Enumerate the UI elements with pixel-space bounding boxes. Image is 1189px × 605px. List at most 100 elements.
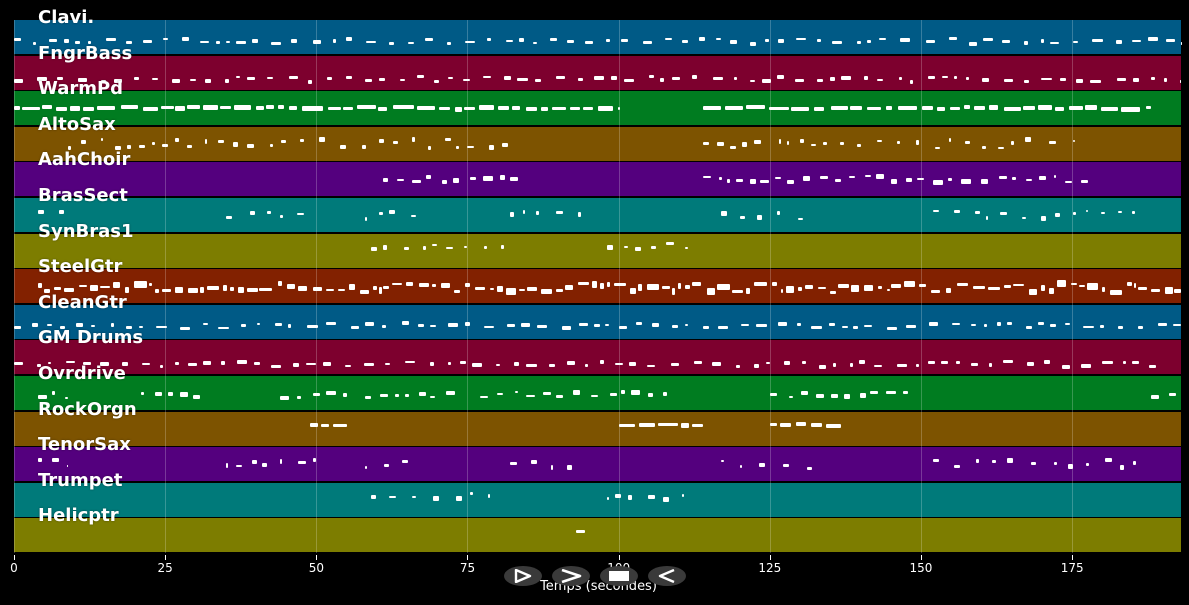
note [1040,284,1046,291]
note [37,76,48,81]
note [255,106,265,111]
note [389,495,396,498]
note [219,106,231,110]
note [556,211,563,215]
note [383,245,388,251]
note [339,144,347,149]
note [971,362,978,366]
play-button[interactable] [504,566,542,586]
stop-button[interactable] [600,566,638,586]
note [312,287,323,292]
note [235,76,241,79]
note [38,209,44,214]
note [918,284,927,288]
note [1163,78,1168,83]
note [619,325,627,329]
note [171,78,180,83]
note [320,423,329,427]
note [552,107,567,111]
note [864,324,872,327]
note [453,289,461,293]
note [113,78,123,83]
note [566,464,573,470]
note [823,141,827,145]
note [670,362,679,366]
note [232,141,239,147]
note [402,459,409,463]
fast-forward-button[interactable] [552,566,590,586]
note [740,215,745,219]
note [981,77,990,82]
note [392,283,403,286]
note [718,325,728,329]
note [64,288,75,293]
note [526,363,537,367]
note [97,105,115,110]
note [953,75,958,79]
note [59,326,65,330]
note [127,144,132,149]
x-tick [1072,555,1074,560]
note [225,462,229,468]
note [338,288,346,291]
note [389,42,394,46]
note [69,106,80,112]
note [605,324,609,327]
note [179,326,190,330]
note [225,215,232,219]
note [1056,280,1067,288]
note [38,283,42,289]
note [346,36,353,41]
note [769,392,778,396]
note [372,286,377,291]
note [236,40,246,44]
note [430,395,436,398]
note [572,390,580,396]
note [999,175,1007,179]
note [80,139,87,144]
note [624,246,629,249]
note [818,287,827,290]
note [638,423,655,428]
note [525,107,537,112]
track-steelgtr: SteelGtr [14,257,1181,304]
rewind-button[interactable] [648,566,686,586]
note [237,360,247,365]
note [973,105,986,110]
note [719,176,722,180]
note [416,105,436,110]
note [134,77,140,81]
note [1127,282,1132,287]
note [1131,360,1140,364]
note [733,76,738,80]
note [968,41,977,46]
note [933,179,943,185]
note [202,361,211,366]
note [782,463,789,467]
note [1085,210,1088,213]
note [364,216,367,221]
note [365,78,372,82]
note [1080,364,1092,369]
note [802,361,806,365]
note [739,465,742,468]
note [794,78,805,82]
note [1043,360,1050,365]
track-brassect: BrasSect [14,186,1181,232]
note [364,363,374,367]
note [187,363,197,367]
note [1157,322,1168,326]
note [1025,137,1032,143]
note [325,289,334,292]
note [400,78,405,81]
note [297,212,304,215]
note [1064,322,1070,325]
note [174,286,183,293]
note [383,286,389,290]
note [1024,80,1030,84]
note [113,282,120,289]
note [526,394,536,397]
note [1116,39,1122,44]
track-warmpd: WarmPd [14,79,1181,126]
note [1049,324,1056,328]
